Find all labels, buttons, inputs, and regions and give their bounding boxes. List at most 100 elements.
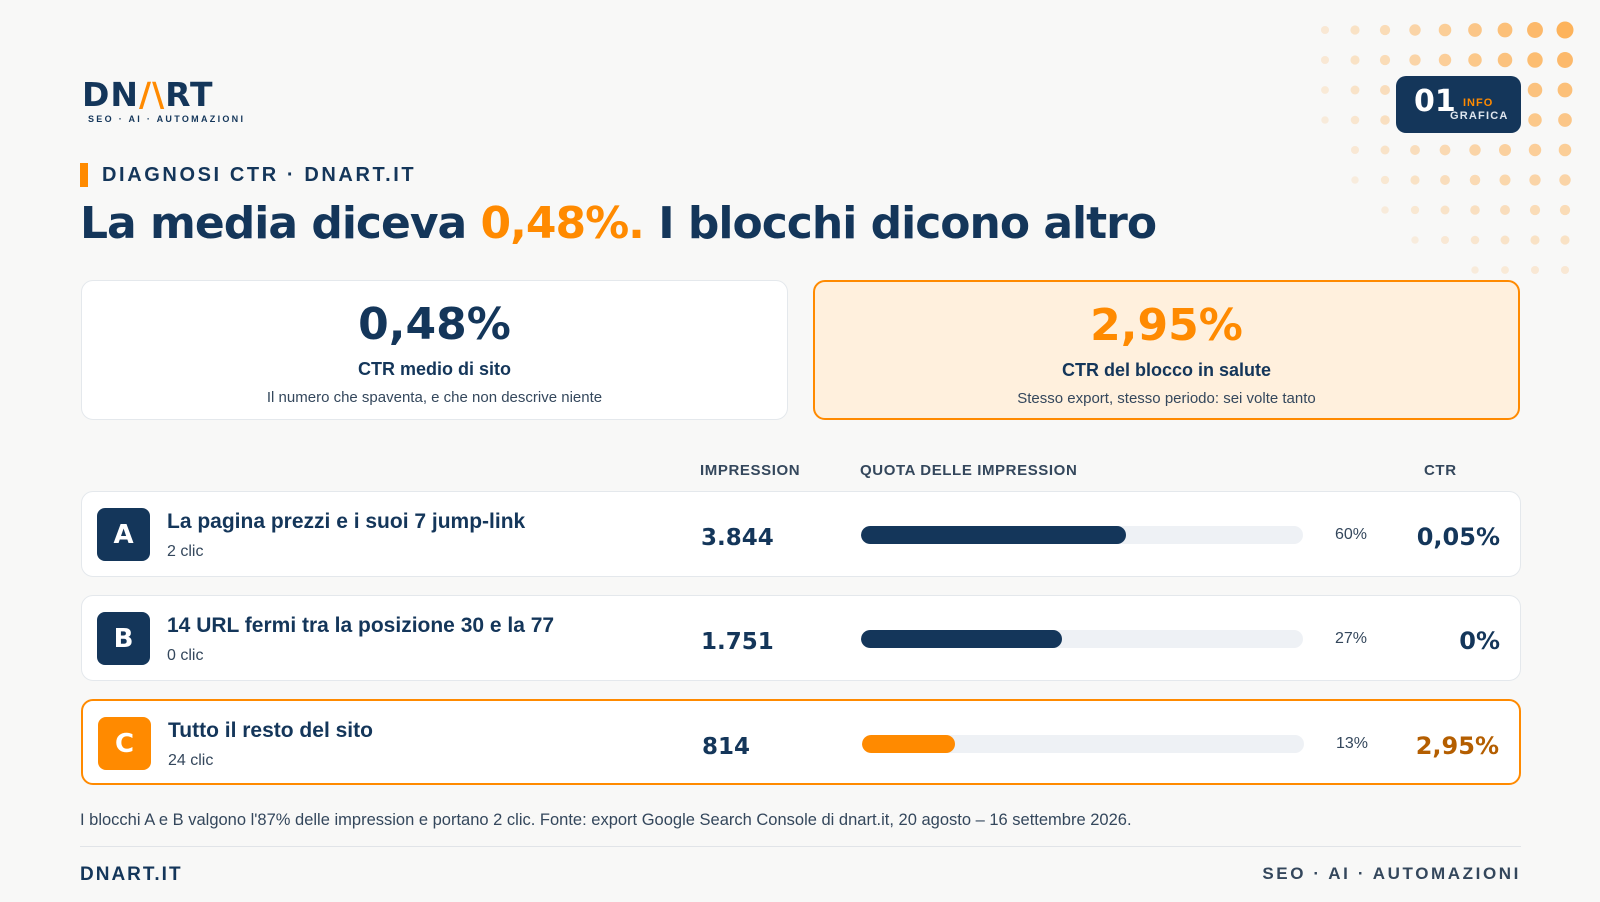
decorative-dot <box>1530 235 1540 245</box>
decorative-dot <box>1498 143 1512 157</box>
stat-description: Il numero che spaventa, e che non descri… <box>266 389 603 406</box>
block-title: 14 URL fermi tra la posizione 30 e la 77 <box>167 614 555 637</box>
decorative-dot <box>1410 145 1420 155</box>
badge-label-grafica: GRAFICA <box>1450 110 1509 122</box>
decorative-dot <box>1438 53 1452 67</box>
share-bar-track <box>861 526 1303 544</box>
share-bar-fill <box>862 735 955 753</box>
decorative-dot <box>1500 235 1510 245</box>
decorative-dot <box>1351 176 1359 184</box>
decorative-dot <box>1350 55 1360 65</box>
footer-divider <box>80 846 1521 847</box>
column-header-impressions: IMPRESSION <box>700 462 801 479</box>
kicker-text: DIAGNOSI CTR · DNART.IT <box>102 163 417 186</box>
decorative-dot <box>1410 175 1420 185</box>
decorative-dot <box>1501 266 1509 274</box>
decorative-dot <box>1380 115 1390 125</box>
source-note: I blocchi A e B valgono l'87% delle impr… <box>80 811 1132 829</box>
headline-highlight: 0,48%. <box>480 198 645 249</box>
decorative-dot <box>1559 204 1571 216</box>
table-row: C Tutto il resto del sito 24 clic 814 13… <box>81 699 1521 785</box>
decorative-dot <box>1527 82 1543 98</box>
decorative-dot <box>1409 54 1421 66</box>
stat-label: CTR del blocco in salute <box>1061 360 1272 380</box>
block-letter-badge: C <box>98 717 151 770</box>
decorative-dot <box>1320 25 1330 35</box>
stat-card-site-average: 0,48% CTR medio di sito Il numero che sp… <box>81 280 788 420</box>
decorative-dot <box>1527 22 1543 38</box>
block-clicks: 24 clic <box>168 752 214 769</box>
block-ctr: 0% <box>1459 627 1500 655</box>
decorative-dot <box>1469 174 1481 186</box>
block-letter-badge: A <box>97 508 150 561</box>
decorative-dot <box>1557 52 1573 68</box>
decorative-dot <box>1560 265 1570 275</box>
table-row: B 14 URL fermi tra la posizione 30 e la … <box>81 595 1521 681</box>
decorative-dot <box>1497 52 1513 68</box>
decorative-dot <box>1470 205 1480 215</box>
badge-label-info: INFO <box>1463 97 1494 109</box>
decorative-dot <box>1527 52 1543 68</box>
decorative-dot-grid <box>1320 21 1574 275</box>
decorative-dot <box>1440 235 1450 245</box>
logo-wordmark: DN/\RT <box>82 75 214 114</box>
share-bar-fill <box>861 630 1063 648</box>
stat-description: Stesso export, stesso periodo: sei volte… <box>1017 390 1316 407</box>
block-impressions: 814 <box>702 734 751 760</box>
decorative-dot <box>1320 55 1330 65</box>
decorative-dot <box>1497 22 1513 38</box>
decorative-dot <box>1559 174 1571 186</box>
decorative-dot <box>1468 23 1482 37</box>
stat-value: 0,48% <box>358 299 511 350</box>
share-percent: 13% <box>1335 735 1368 752</box>
decorative-dot <box>1468 53 1482 67</box>
decorative-dot <box>1469 144 1481 156</box>
decorative-dot <box>1410 205 1420 215</box>
decorative-dot <box>1528 113 1542 127</box>
stat-card-healthy-block: 2,95% CTR del blocco in salute Stesso ex… <box>813 280 1520 420</box>
decorative-dot <box>1557 82 1573 98</box>
decorative-dot <box>1499 174 1511 186</box>
decorative-dot <box>1321 116 1329 124</box>
decorative-dot <box>1380 145 1390 155</box>
decorative-dot <box>1381 206 1389 214</box>
decorative-dot <box>1440 175 1450 185</box>
badge-number: 01 <box>1414 84 1456 119</box>
decorative-dot <box>1439 144 1451 156</box>
block-impressions: 3.844 <box>701 525 774 551</box>
stat-label: CTR medio di sito <box>358 359 511 379</box>
decorative-dot <box>1529 204 1541 216</box>
share-percent: 60% <box>1334 526 1367 543</box>
decorative-dot <box>1350 145 1360 155</box>
table-row: A La pagina prezzi e i suoi 7 jump-link … <box>81 491 1521 577</box>
decorative-dot <box>1379 54 1391 66</box>
decorative-dot <box>1471 266 1479 274</box>
decorative-dot <box>1558 113 1572 127</box>
share-bar-track <box>862 735 1304 753</box>
block-ctr: 2,95% <box>1415 732 1499 760</box>
column-header-ctr: CTR <box>1424 462 1457 479</box>
decorative-dot <box>1528 143 1542 157</box>
column-header-share: QUOTA DELLE IMPRESSION <box>860 462 1078 479</box>
decorative-dot <box>1409 24 1421 36</box>
decorative-dot <box>1560 235 1570 245</box>
section-kicker: DIAGNOSI CTR · DNART.IT <box>80 163 416 187</box>
block-clicks: 2 clic <box>167 543 204 560</box>
decorative-dot <box>1350 115 1360 125</box>
decorative-dot <box>1350 25 1360 35</box>
block-letter-badge: B <box>97 612 150 665</box>
decorative-dot <box>1411 236 1419 244</box>
decorative-dot <box>1350 85 1360 95</box>
decorative-dot <box>1556 21 1574 39</box>
decorative-dot <box>1379 24 1391 36</box>
decorative-dot <box>1558 143 1572 157</box>
decorative-dot <box>1530 265 1540 275</box>
share-percent: 27% <box>1334 630 1367 647</box>
block-title: Tutto il resto del sito <box>168 719 373 742</box>
stat-value: 2,95% <box>1090 300 1243 351</box>
decorative-dot <box>1470 235 1480 245</box>
page-title: La media diceva 0,48%. I blocchi dicono … <box>80 198 1157 249</box>
share-bar-fill <box>861 526 1127 544</box>
block-ctr: 0,05% <box>1416 523 1500 551</box>
share-bar-track <box>861 630 1303 648</box>
